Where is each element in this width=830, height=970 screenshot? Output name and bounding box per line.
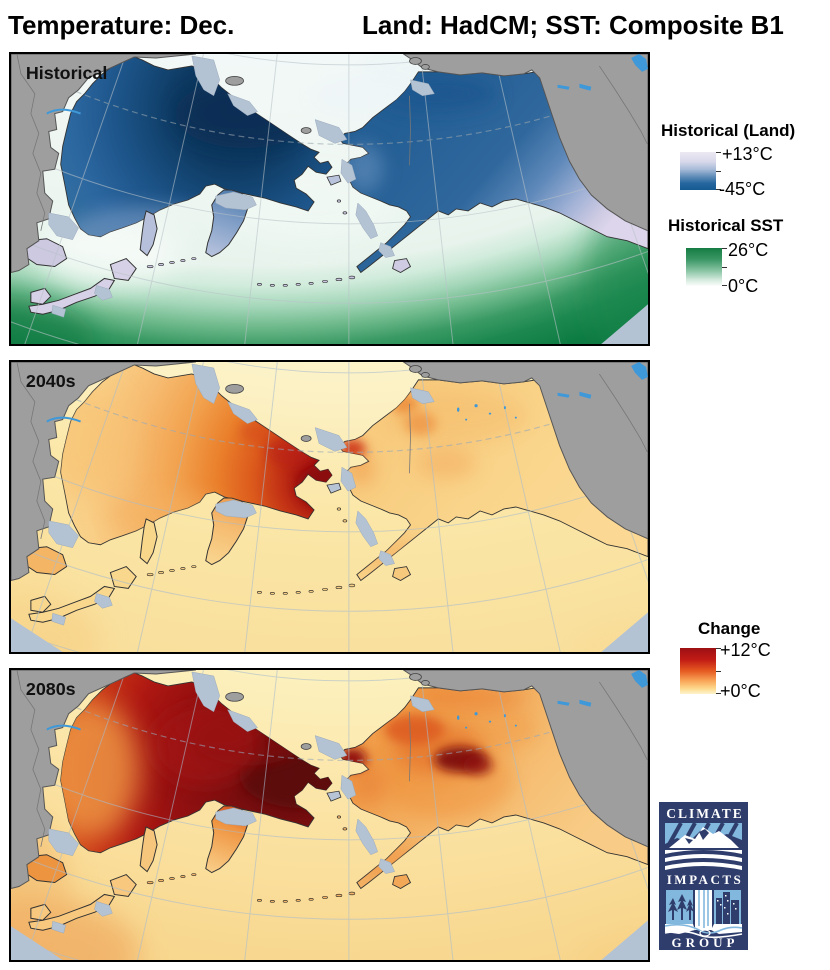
svg-text:Historical: Historical	[26, 63, 107, 83]
svg-text:GROUP: GROUP	[672, 935, 739, 950]
svg-text:IMPACTS: IMPACTS	[667, 872, 743, 887]
svg-text:2080s: 2080s	[26, 679, 76, 699]
svg-text:CLIMATE: CLIMATE	[666, 806, 744, 821]
svg-text:2040s: 2040s	[26, 371, 76, 391]
